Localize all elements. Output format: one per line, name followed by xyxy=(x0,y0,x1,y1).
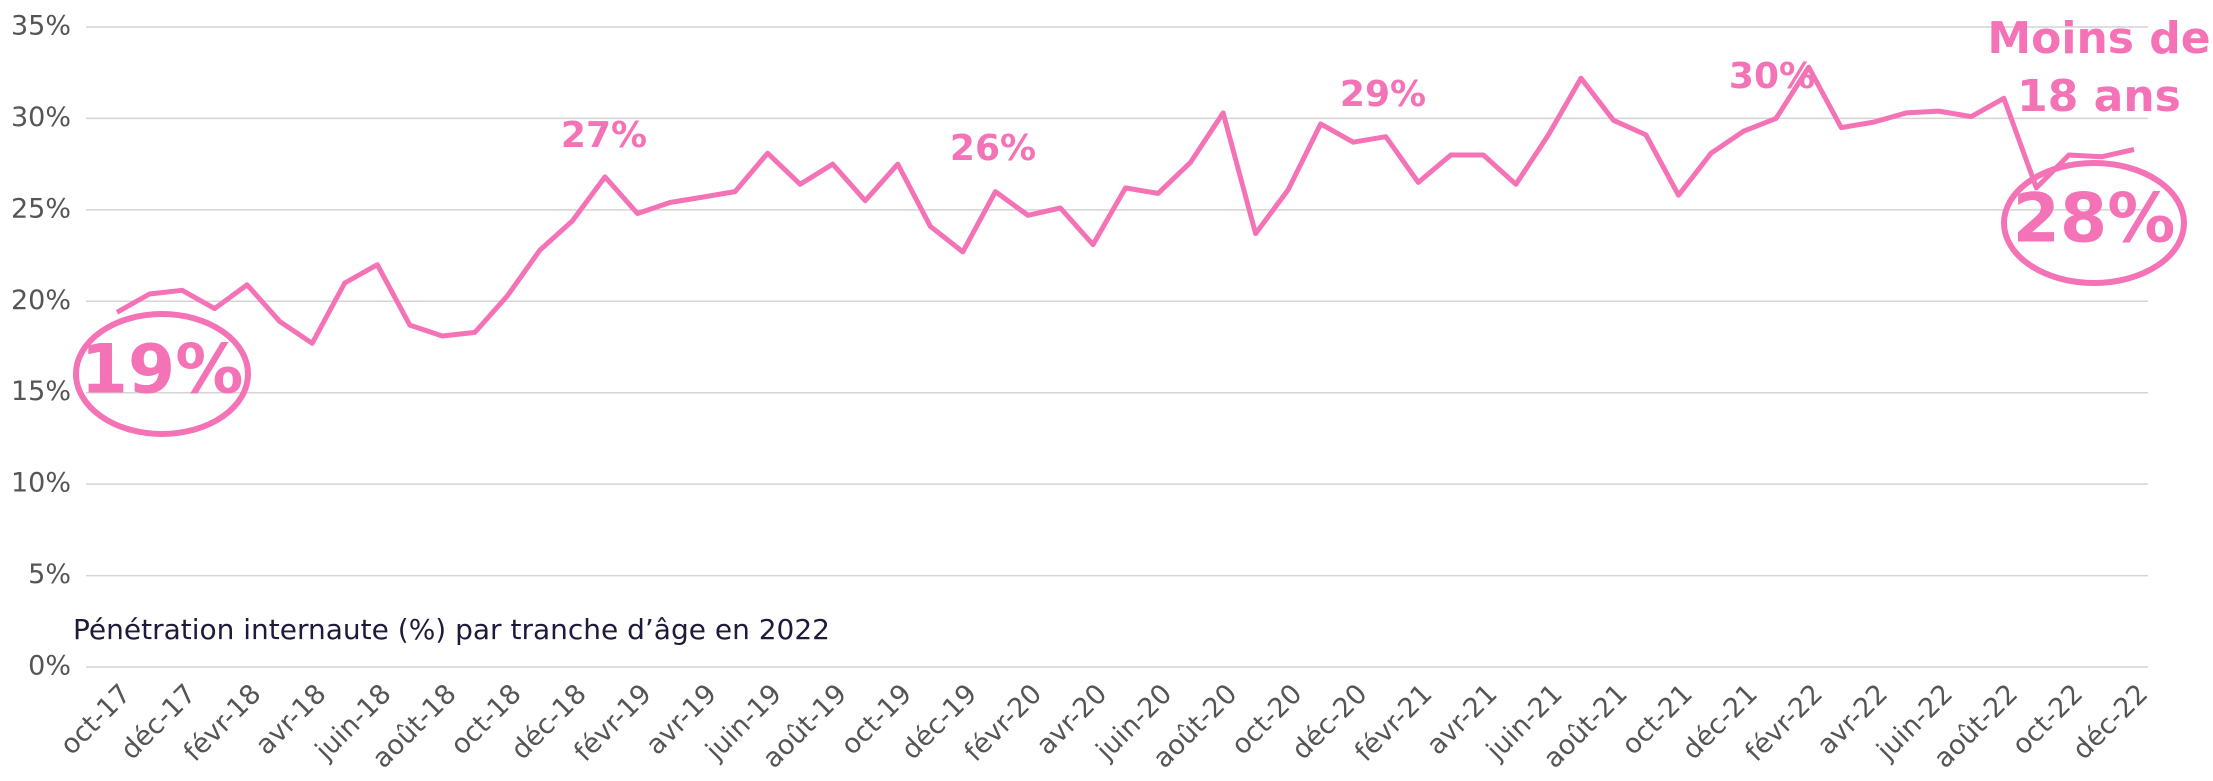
y-tick-label: 15% xyxy=(11,376,71,407)
series-line xyxy=(115,64,2135,346)
annotation: 28% xyxy=(2013,180,2176,259)
y-tick-label: 5% xyxy=(28,559,71,590)
y-tick-label: 30% xyxy=(11,102,71,133)
y-tick-label: 10% xyxy=(11,468,71,499)
annotation: 27% xyxy=(561,115,647,156)
series-label: 18 ans xyxy=(2017,71,2181,122)
series-label: Moins de xyxy=(1987,13,2210,64)
highlight-ring xyxy=(2001,160,2187,286)
y-tick-label: 0% xyxy=(28,651,71,682)
chart-subtitle: Pénétration internaute (%) par tranche d… xyxy=(73,613,830,646)
annotation: 26% xyxy=(950,128,1036,169)
annotation: 19% xyxy=(81,331,244,410)
y-tick-label: 35% xyxy=(11,11,71,42)
highlight-ring xyxy=(73,311,251,437)
annotation: 29% xyxy=(1340,74,1426,115)
y-tick-label: 20% xyxy=(11,285,71,316)
y-tick-label: 25% xyxy=(11,193,71,224)
annotation: 30% xyxy=(1729,56,1815,97)
